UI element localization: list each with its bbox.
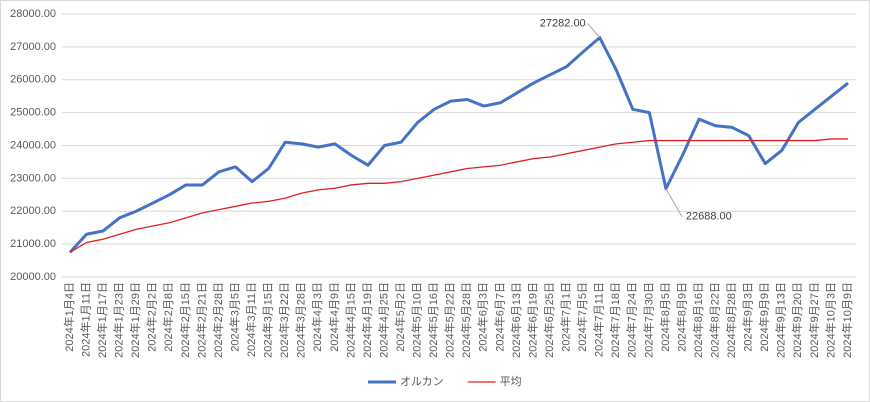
y-tick-label: 21000.00	[10, 238, 56, 250]
x-tick-label: 2024年5月16日	[426, 282, 440, 358]
x-tick-label: 2024年6月3日	[476, 282, 490, 352]
x-tick-label: 2024年3月28日	[294, 282, 308, 358]
x-tick-label: 2024年7月11日	[592, 282, 606, 357]
x-tick-label: 2024年9月20日	[790, 282, 804, 358]
y-tick-label: 24000.00	[10, 139, 56, 151]
x-tick-label: 2024年7月1日	[559, 282, 573, 352]
x-tick-label: 2024年3月11日	[244, 282, 258, 357]
series-line	[69, 138, 848, 253]
x-tick-label: 2024年7月24日	[625, 282, 639, 358]
x-tick-label: 2024年1月4日	[62, 282, 76, 352]
x-tick-label: 2024年3月5日	[227, 282, 241, 352]
x-tick-label: 2024年8月22日	[707, 282, 721, 358]
x-tick-label: 2024年2月15日	[178, 282, 192, 358]
y-tick-label: 27000.00	[10, 41, 56, 53]
annotation-leader	[587, 23, 601, 38]
x-tick-label: 2024年10月3日	[823, 282, 837, 358]
x-tick-label: 2024年1月23日	[112, 282, 126, 358]
x-tick-label: 2024年6月19日	[525, 282, 539, 358]
series-line	[68, 36, 849, 254]
x-tick-label: 2024年4月15日	[343, 282, 357, 358]
y-tick-label: 26000.00	[10, 74, 56, 86]
x-tick-label: 2024年4月9日	[327, 282, 341, 352]
x-tick-label: 2024年5月2日	[393, 282, 407, 352]
x-tick-label: 2024年1月11日	[78, 282, 92, 357]
x-tick-label: 2024年8月28日	[724, 282, 738, 358]
x-tick-label: 2024年4月19日	[360, 282, 374, 358]
y-tick-label: 23000.00	[10, 172, 56, 184]
x-tick-label: 2024年8月16日	[691, 282, 705, 358]
legend-label: オルカン	[400, 375, 444, 388]
x-tick-label: 2024年4月25日	[376, 282, 390, 358]
y-tick-label: 20000.00	[10, 271, 56, 283]
x-tick-label: 2024年9月9日	[757, 282, 771, 352]
x-tick-label: 2024年6月25日	[542, 282, 556, 358]
y-tick-label: 25000.00	[10, 107, 56, 119]
x-tick-label: 2024年9月27日	[807, 282, 821, 358]
x-tick-label: 2024年6月7日	[492, 282, 506, 352]
annotation-leader	[665, 188, 683, 217]
x-tick-label: 2024年3月15日	[261, 282, 275, 358]
x-tick-label: 2024年7月30日	[641, 282, 655, 358]
x-tick-label: 2024年7月18日	[608, 282, 622, 358]
x-tick-label: 2024年2月21日	[194, 282, 208, 358]
x-tick-label: 2024年4月3日	[310, 282, 324, 352]
x-tick-label: 2024年5月22日	[443, 282, 457, 358]
x-tick-label: 2024年5月10日	[410, 282, 424, 358]
y-tick-label: 28000.00	[10, 8, 56, 20]
data-label: 27282.00	[540, 18, 586, 30]
x-tick-label: 2024年6月13日	[509, 282, 523, 358]
x-tick-label: 2024年9月3日	[741, 282, 755, 352]
x-tick-label: 2024年3月22日	[277, 282, 291, 358]
x-tick-label: 2024年7月5日	[575, 282, 589, 352]
x-tick-label: 2024年10月9日	[840, 282, 854, 358]
x-tick-label: 2024年8月5日	[658, 282, 672, 352]
x-tick-label: 2024年2月2日	[145, 282, 159, 352]
x-tick-label: 2024年2月28日	[211, 282, 225, 358]
y-tick-label: 22000.00	[10, 205, 56, 217]
x-tick-label: 2024年1月17日	[95, 282, 109, 358]
legend-label: 平均	[500, 375, 522, 388]
x-tick-label: 2024年1月29日	[128, 282, 142, 358]
x-tick-label: 2024年5月28日	[459, 282, 473, 358]
x-tick-label: 2024年8月9日	[674, 282, 688, 352]
x-tick-label: 2024年9月13日	[774, 282, 788, 358]
data-label: 22688.00	[686, 211, 732, 223]
x-tick-label: 2024年2月8日	[161, 282, 175, 352]
